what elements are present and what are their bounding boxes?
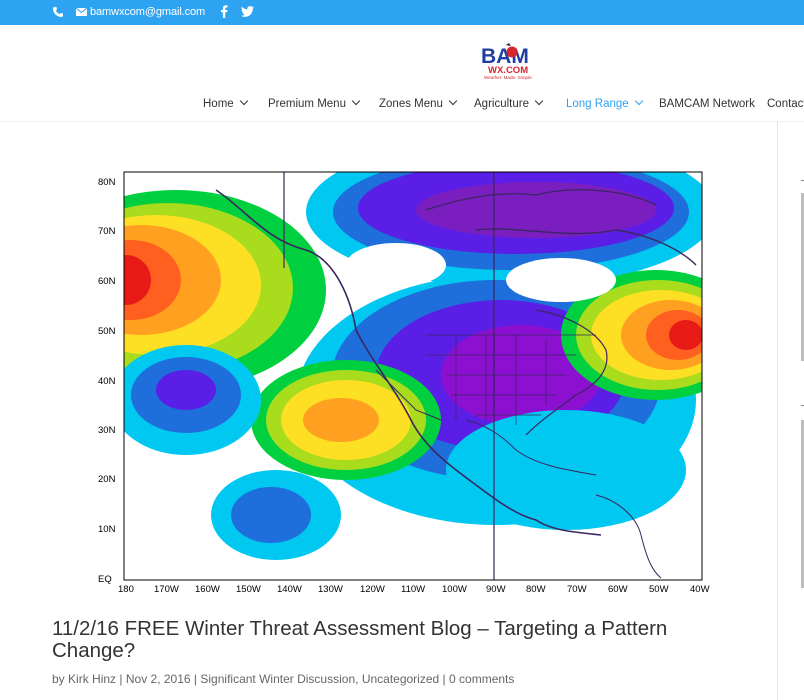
- lat-label: 80N: [98, 177, 116, 188]
- main-header: BAM WX.COM Weather. Made. Simple. Home P…: [0, 25, 804, 121]
- nav-item-home[interactable]: Home: [203, 96, 248, 111]
- author-link[interactable]: Kirk Hinz: [68, 672, 117, 686]
- logo-text-wxcom: WX.COM: [488, 65, 528, 76]
- facebook-icon[interactable]: [220, 5, 228, 18]
- lon-label: 140W: [277, 584, 302, 595]
- lon-label: 130W: [318, 584, 343, 595]
- site-logo[interactable]: BAM WX.COM Weather. Made. Simple.: [480, 42, 544, 80]
- nav-item-label: Long Range: [566, 98, 629, 110]
- main-nav: Home Premium Menu Zones Menu Agriculture…: [0, 96, 804, 113]
- category-link[interactable]: Uncategorized: [361, 672, 440, 686]
- lat-label: 10N: [98, 524, 116, 535]
- nav-item-zones-menu[interactable]: Zones Menu: [379, 96, 458, 111]
- meta-comma: ,: [355, 672, 359, 686]
- nav-item-long-range[interactable]: Long Range: [566, 96, 643, 111]
- comments-link[interactable]: 0 comments: [449, 672, 515, 686]
- lat-label: 30N: [98, 425, 116, 436]
- lat-label: 20N: [98, 474, 116, 485]
- nav-item-label: Zones Menu: [379, 98, 443, 110]
- chevron-down-icon: [239, 96, 248, 106]
- nav-item-label: Contact: [767, 98, 804, 110]
- lon-label: 60W: [608, 584, 628, 595]
- lon-label: 180: [118, 584, 134, 595]
- logo-tagline: Weather. Made. Simple.: [484, 75, 533, 80]
- sidebar-widget: [801, 193, 804, 361]
- category-link[interactable]: Significant Winter Discussion: [200, 672, 356, 686]
- featured-image[interactable]: 80N 70N 60N 50N 40N 30N 20N 10N EQ 180 1…: [96, 170, 716, 598]
- top-bar: bamwxcom@gmail.com: [0, 0, 804, 25]
- chevron-down-icon: [534, 96, 544, 106]
- nav-item-label: BAMCAM Network: [659, 98, 755, 110]
- nav-item-label: Premium Menu: [268, 98, 346, 110]
- lat-label: EQ: [98, 574, 112, 585]
- lon-label: 110W: [401, 584, 425, 595]
- meta-separator: |: [119, 672, 123, 686]
- lat-label: 70N: [98, 226, 116, 237]
- lon-label: 40W: [690, 584, 710, 595]
- lon-label: 170W: [154, 584, 179, 595]
- nav-item-contact[interactable]: Contact: [767, 97, 804, 111]
- lat-label: 40N: [98, 376, 116, 387]
- sidebar-widget-marker: [801, 180, 804, 181]
- sidebar-divider: [777, 121, 778, 700]
- logo-sun-mark: [506, 46, 518, 58]
- meta-separator: |: [442, 672, 446, 686]
- chevron-down-icon: [634, 96, 643, 106]
- nav-item-agriculture[interactable]: Agriculture: [474, 96, 544, 111]
- lon-label: 120W: [360, 584, 385, 595]
- lat-label: 50N: [98, 326, 116, 337]
- lat-label: 60N: [98, 276, 116, 287]
- lon-label: 150W: [236, 584, 261, 595]
- sidebar-widget: [801, 420, 804, 588]
- email-link[interactable]: bamwxcom@gmail.com: [90, 6, 206, 18]
- meta-by: by: [52, 672, 65, 686]
- nav-item-bamcam-network[interactable]: BAMCAM Network: [659, 97, 755, 111]
- post-date: Nov 2, 2016: [125, 672, 191, 686]
- chevron-down-icon: [448, 96, 458, 106]
- post-meta: by Kirk Hinz | Nov 2, 2016 | Significant…: [52, 672, 772, 686]
- lon-label: 160W: [195, 584, 220, 595]
- nav-item-premium-menu[interactable]: Premium Menu: [268, 96, 361, 111]
- longitude-labels: 180 170W 160W 150W 140W 130W 120W 110W 1…: [118, 584, 710, 595]
- phone-icon: [53, 7, 63, 17]
- lon-label: 100W: [442, 584, 467, 595]
- nav-item-label: Home: [203, 98, 234, 110]
- nav-item-label: Agriculture: [474, 98, 529, 110]
- twitter-icon[interactable]: [241, 6, 254, 17]
- chevron-down-icon: [351, 96, 361, 106]
- lon-label: 50W: [649, 584, 669, 595]
- latitude-labels: 80N 70N 60N 50N 40N 30N 20N 10N EQ: [98, 177, 116, 585]
- meta-separator: |: [193, 672, 198, 686]
- lon-label: 80W: [526, 584, 546, 595]
- sidebar-widget-marker: [801, 405, 804, 406]
- anomaly-map: 80N 70N 60N 50N 40N 30N 20N 10N EQ 180 1…: [96, 170, 716, 598]
- lon-label: 90W: [486, 584, 506, 595]
- lon-label: 70W: [567, 584, 587, 595]
- mail-icon: [76, 8, 87, 16]
- post-title[interactable]: 11/2/16 FREE Winter Threat Assessment Bl…: [52, 617, 668, 662]
